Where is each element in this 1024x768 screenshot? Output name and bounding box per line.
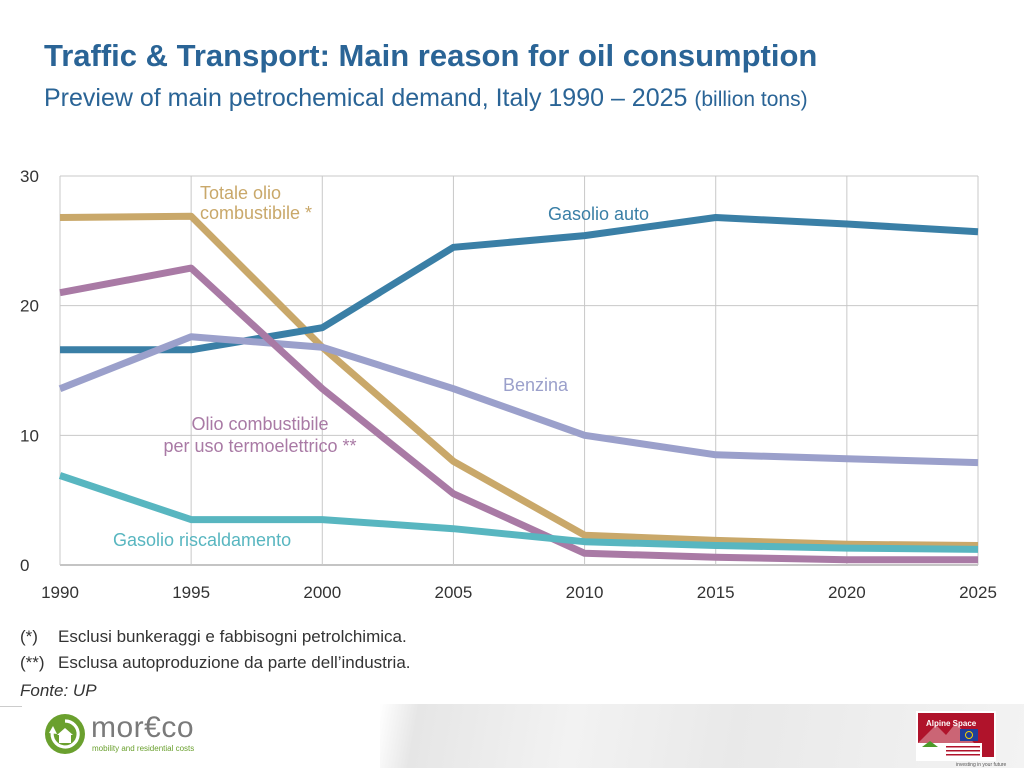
footnote-2-mark: (**)	[20, 653, 45, 672]
x-tick-label: 2015	[697, 583, 735, 602]
y-tick-label: 30	[20, 167, 39, 186]
oil-consumption-line-chart: Totale olio combustibile * Gasolio auto Ben…	[20, 167, 997, 602]
moreco-logo: mor€co mobility and residential costs	[44, 711, 214, 757]
recycle-house-icon	[45, 714, 85, 754]
x-tick-label: 1990	[41, 583, 79, 602]
alpine-space-slogan: investing in your future	[956, 762, 1007, 768]
series-label-line: Gasolio auto	[548, 204, 649, 224]
series-line-0	[59, 212, 979, 549]
slide-title: Traffic & Transport: Main reason for oil…	[44, 38, 818, 73]
y-tick-label: 20	[20, 297, 39, 316]
series-label-4: Gasolio riscaldamento	[113, 530, 291, 550]
alpine-space-logo-icon	[916, 711, 996, 761]
moreco-wordmark: mor€co	[91, 711, 195, 744]
y-tick-label: 0	[20, 556, 29, 575]
series-line-1	[60, 214, 979, 354]
series-line-2	[58, 333, 979, 467]
series-label-line: per uso termoelettrico **	[163, 436, 356, 456]
subtitle-text: Preview of main petrochemical demand, It…	[44, 84, 688, 112]
slide-subtitle: Preview of main petrochemical demand, It…	[44, 84, 808, 113]
footnote-1-text: Esclusi bunkeraggi e fabbisogni petrolch…	[58, 627, 407, 646]
source-note: Fonte: UP	[20, 681, 97, 700]
x-tick-label: 2000	[303, 583, 341, 602]
footer-divider	[0, 706, 22, 707]
series-label-2: Benzina	[503, 375, 569, 395]
subtitle-unit: (billion tons)	[694, 88, 808, 111]
y-tick-label: 10	[20, 426, 39, 445]
series-label-0: Totale olio combustibile *	[200, 183, 312, 223]
footnote-1: (*) Esclusi bunkeraggi e fabbisogni petro…	[20, 624, 411, 650]
alpine-space-logo: Alpine Space investing in your future	[916, 711, 1006, 768]
series-label-line: Totale olio	[200, 183, 281, 203]
series-label-1: Gasolio auto	[548, 204, 649, 224]
x-tick-label: 2020	[828, 583, 866, 602]
x-tick-label: 1995	[172, 583, 210, 602]
series-label-3: Olio combustibile per uso termoelettrico …	[163, 414, 356, 456]
footnote-2-text: Esclusa autoproduzione da parte dell’ind…	[58, 653, 411, 672]
chart-labels: Totale olio combustibile * Gasolio auto Ben…	[113, 183, 649, 550]
x-tick-label: 2005	[435, 583, 473, 602]
series-line-3	[59, 264, 978, 564]
x-tick-label: 2010	[566, 583, 604, 602]
series-label-line: Gasolio riscaldamento	[113, 530, 291, 550]
series-label-line: combustibile *	[200, 203, 312, 223]
moreco-tagline: mobility and residential costs	[92, 744, 195, 753]
footnote-1-mark: (*)	[20, 627, 38, 646]
chart-grid	[59, 175, 979, 566]
x-tick-label: 2025	[959, 583, 997, 602]
footnotes: (*) Esclusi bunkeraggi e fabbisogni petro…	[20, 624, 411, 676]
series-label-line: Benzina	[503, 375, 569, 395]
footnote-2: (**) Esclusa autoproduzione da parte dell…	[20, 650, 411, 676]
series-line-4	[58, 472, 979, 553]
chart-series	[58, 212, 979, 564]
series-label-line: Olio combustibile	[191, 414, 328, 434]
alpine-space-name: Alpine Space	[926, 719, 977, 728]
chart-axes: 0 10 20 30 1990 1995 2000 2005 2010 2015 2020 2025	[20, 167, 997, 602]
